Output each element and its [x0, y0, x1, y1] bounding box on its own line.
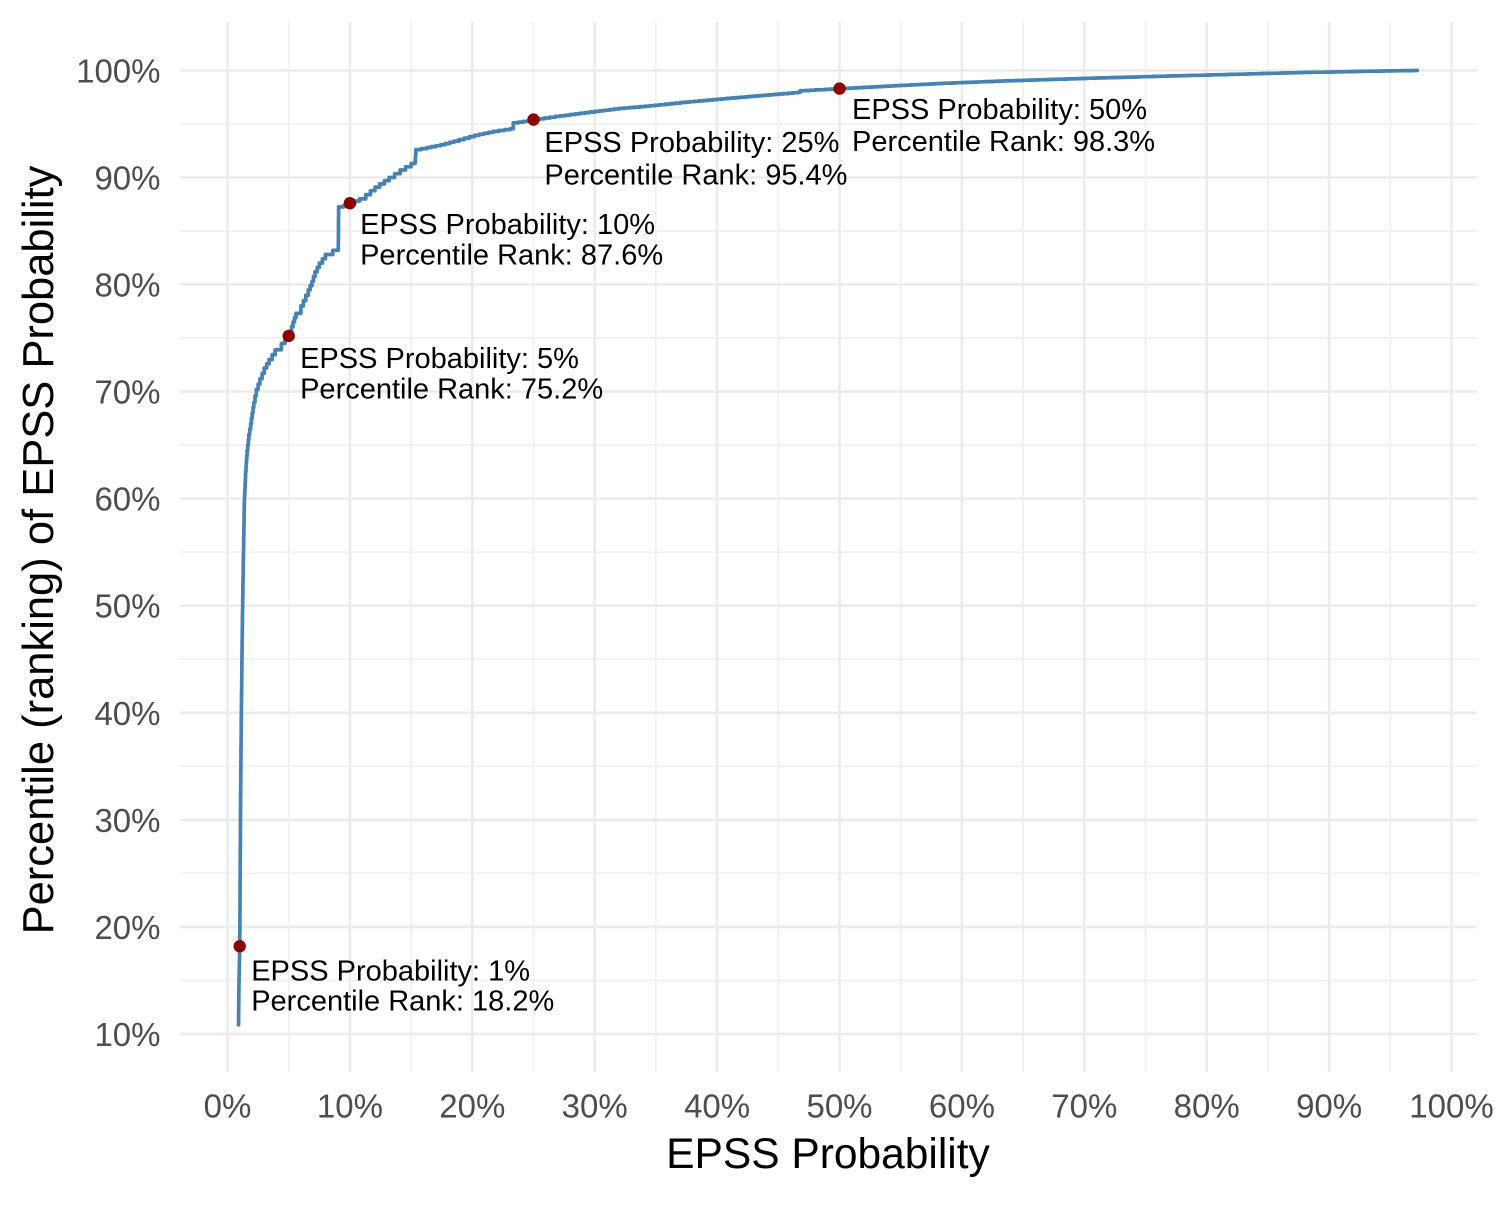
svg-text:100%: 100%	[1409, 1088, 1493, 1125]
svg-text:Percentile Rank: 75.2%: Percentile Rank: 75.2%	[300, 374, 603, 406]
svg-text:Percentile Rank: 98.3%: Percentile Rank: 98.3%	[852, 126, 1155, 158]
svg-text:10%: 10%	[317, 1088, 383, 1125]
svg-text:30%: 30%	[562, 1088, 628, 1125]
svg-text:Percentile Rank: 18.2%: Percentile Rank: 18.2%	[251, 985, 554, 1017]
svg-text:10%: 10%	[94, 1016, 160, 1053]
svg-text:70%: 70%	[1051, 1088, 1117, 1125]
svg-text:20%: 20%	[94, 909, 160, 946]
svg-text:Percentile Rank: 87.6%: Percentile Rank: 87.6%	[360, 240, 663, 272]
svg-text:30%: 30%	[94, 802, 160, 839]
svg-text:0%: 0%	[204, 1088, 252, 1125]
svg-text:90%: 90%	[94, 160, 160, 197]
svg-text:EPSS Probability: EPSS Probability	[666, 1131, 990, 1178]
svg-text:50%: 50%	[806, 1088, 872, 1125]
svg-text:20%: 20%	[439, 1088, 505, 1125]
svg-text:Percentile Rank: 95.4%: Percentile Rank: 95.4%	[544, 159, 847, 191]
svg-text:70%: 70%	[94, 374, 160, 411]
svg-text:EPSS Probability: 50%: EPSS Probability: 50%	[852, 94, 1147, 126]
svg-text:EPSS Probability: 10%: EPSS Probability: 10%	[360, 209, 655, 241]
svg-text:40%: 40%	[684, 1088, 750, 1125]
svg-text:EPSS Probability: 1%: EPSS Probability: 1%	[251, 955, 530, 987]
svg-text:40%: 40%	[94, 695, 160, 732]
svg-text:80%: 80%	[1174, 1088, 1240, 1125]
svg-text:50%: 50%	[94, 588, 160, 625]
svg-text:EPSS Probability: 25%: EPSS Probability: 25%	[544, 127, 839, 159]
svg-text:60%: 60%	[94, 481, 160, 518]
svg-text:Percentile (ranking) of EPSS P: Percentile (ranking) of EPSS Probability	[15, 165, 63, 934]
svg-text:80%: 80%	[94, 267, 160, 304]
svg-text:60%: 60%	[929, 1088, 995, 1125]
svg-text:EPSS Probability: 5%: EPSS Probability: 5%	[300, 343, 579, 375]
svg-text:90%: 90%	[1296, 1088, 1362, 1125]
svg-text:100%: 100%	[76, 52, 160, 89]
